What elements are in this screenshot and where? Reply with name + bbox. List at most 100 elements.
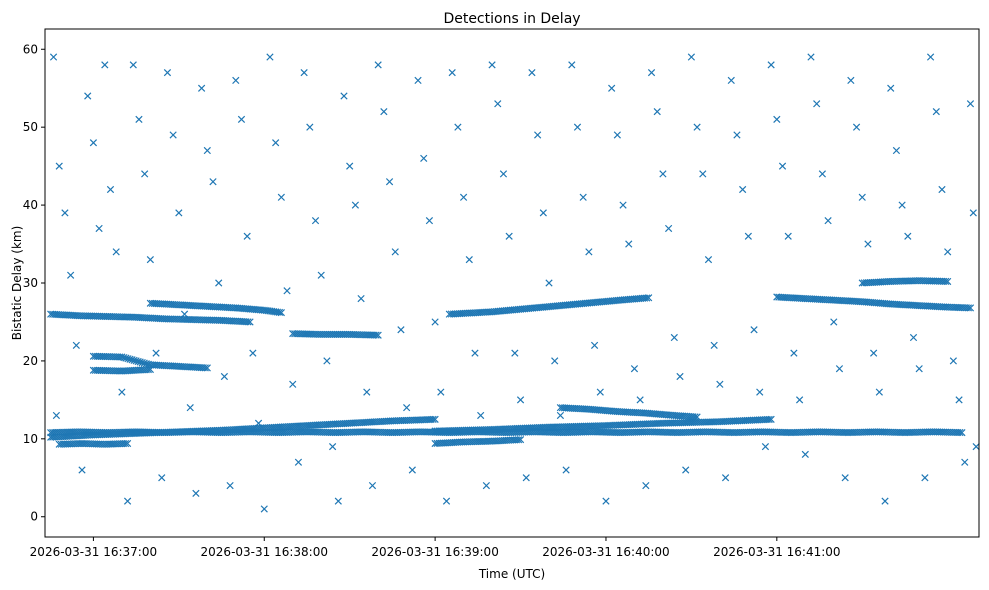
clutter-point (551, 357, 559, 365)
clutter-point (448, 69, 456, 77)
clutter-point (602, 497, 610, 505)
clutter-point (277, 193, 285, 201)
y-tick-label: 0 (30, 510, 38, 524)
clutter-point (630, 365, 639, 373)
x-tick-label: 2026-03-31 16:38:00 (201, 545, 328, 559)
clutter-point (215, 279, 223, 287)
clutter-point (579, 193, 587, 201)
clutter-point (186, 404, 194, 412)
clutter-point (664, 224, 673, 233)
clutter-point (220, 372, 229, 381)
clutter-point (328, 442, 337, 451)
track-point (128, 356, 136, 364)
clutter-point (414, 76, 422, 85)
clutter-point (351, 201, 360, 209)
clutter-point (915, 365, 923, 373)
clutter-point (431, 318, 439, 326)
clutter-point (477, 411, 485, 420)
clutter-point (858, 193, 866, 201)
clutter-point (767, 61, 775, 69)
track-point (120, 353, 128, 362)
clutter-point (528, 69, 536, 77)
clutter-point (52, 411, 61, 420)
clutter-point (243, 232, 251, 240)
track-point (944, 277, 952, 286)
clutter-point (864, 240, 872, 248)
track-point (516, 435, 525, 444)
track-point (958, 428, 966, 437)
track-point (942, 277, 950, 286)
clutter-point (773, 115, 781, 124)
clutter-point (926, 53, 935, 61)
clutter-point (966, 100, 975, 108)
clutter-point (437, 388, 445, 396)
track-point (765, 415, 773, 424)
clutter-point (289, 380, 297, 388)
clutter-point (118, 388, 126, 396)
track-point (966, 304, 975, 312)
clutter-point (123, 497, 132, 505)
clutter-point (881, 497, 889, 505)
clutter-point (505, 232, 513, 240)
clutter-point (152, 349, 160, 357)
track-point (244, 318, 252, 326)
clutter-point (249, 349, 257, 357)
y-tick-label: 20 (23, 354, 38, 368)
clutter-point (676, 372, 684, 381)
clutter-point (454, 123, 462, 131)
track-point (691, 413, 699, 421)
clutter-point (357, 294, 365, 303)
track-point (645, 294, 653, 302)
clutter-point (499, 170, 508, 178)
track-point (201, 364, 209, 372)
y-tick-label: 10 (23, 432, 38, 446)
clutter-point (158, 474, 166, 482)
y-tick-label: 30 (23, 276, 38, 290)
clutter-point (835, 365, 844, 373)
clutter-point (670, 333, 678, 342)
track-point (144, 365, 152, 374)
track-point (140, 359, 148, 367)
clutter-point (904, 232, 912, 240)
clutter-point (374, 61, 382, 69)
clutter-point (921, 474, 929, 482)
clutter-point (938, 185, 946, 194)
clutter-point (317, 271, 325, 279)
clutter-point (636, 396, 644, 404)
x-tick-label: 2026-03-31 16:41:00 (713, 545, 840, 559)
clutter-point (949, 357, 957, 365)
clutter-point (408, 466, 416, 474)
clutter-point (209, 178, 217, 186)
clutter-point (733, 131, 741, 139)
clutter-point (807, 53, 815, 61)
clutter-point (385, 178, 394, 186)
clutter-point (969, 209, 977, 217)
clutter-point (556, 411, 565, 420)
clutter-point (972, 442, 980, 451)
track-point (126, 355, 134, 363)
clutter-point (232, 76, 240, 85)
x-axis: 2026-03-31 16:37:00 2026-03-31 16:38:00 20… (30, 537, 841, 559)
clutter-point (391, 248, 399, 256)
clutter-point (716, 380, 724, 388)
clutter-point (340, 92, 348, 100)
clutter-point (425, 217, 434, 225)
x-tick-label: 2026-03-31 16:40:00 (542, 545, 669, 559)
clutter-point (266, 53, 274, 61)
clutter-point (596, 388, 604, 396)
clutter-point (750, 326, 758, 334)
clutter-point (237, 115, 246, 124)
x-tick-label: 2026-03-31 16:39:00 (371, 545, 498, 559)
clutter-point (49, 53, 58, 61)
clutter-point (818, 170, 827, 178)
track-point (142, 360, 150, 368)
track-point (136, 358, 144, 366)
clutter-point (887, 84, 895, 92)
clutter-point (687, 53, 696, 61)
clutter-point (693, 123, 701, 131)
clutter-point (653, 107, 661, 116)
clutter-point (226, 481, 234, 490)
clutter-point (522, 474, 530, 482)
clutter-point (192, 489, 200, 497)
clutter-point (704, 256, 713, 264)
